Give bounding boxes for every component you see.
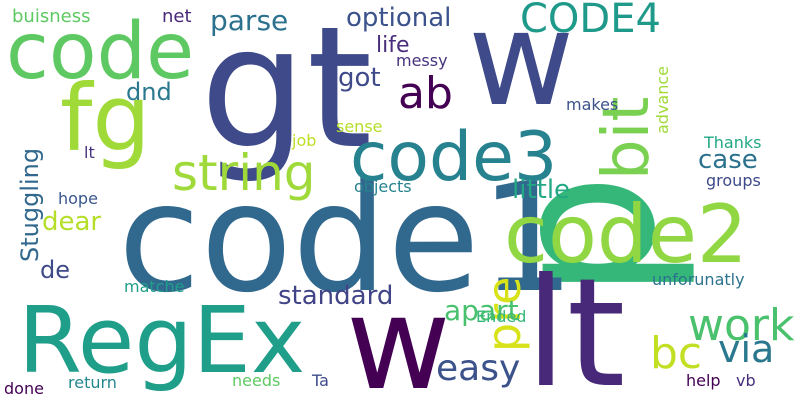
word-lt: lt bbox=[84, 143, 95, 162]
word-ta: Ta bbox=[311, 371, 329, 390]
word-stuggling: Stuggling bbox=[16, 148, 44, 262]
word-optional: optional bbox=[346, 3, 451, 33]
word-makes: makes bbox=[566, 95, 618, 114]
word-dear: dear bbox=[42, 207, 101, 237]
word-standard: standard bbox=[278, 281, 393, 311]
word-net: net bbox=[162, 6, 192, 27]
word-dnd: dnd bbox=[126, 78, 172, 106]
word-unforunatly: unforunatly bbox=[652, 270, 745, 289]
word-help: help bbox=[686, 371, 721, 390]
word-little: little bbox=[512, 175, 570, 205]
word-p: p bbox=[467, 173, 700, 300]
word-groups: groups bbox=[706, 171, 761, 190]
word-needs: needs bbox=[232, 371, 280, 390]
word-code2: code2 bbox=[504, 188, 748, 281]
word-code1: code1 bbox=[118, 152, 575, 326]
word-case: case bbox=[698, 145, 758, 175]
word-string: string bbox=[172, 144, 316, 202]
word-sense: sense bbox=[336, 117, 383, 136]
word-w: w bbox=[468, 0, 574, 135]
word-done: done bbox=[4, 379, 44, 398]
word-fg: fg bbox=[60, 65, 151, 172]
word-thanks: Thanks bbox=[703, 133, 761, 152]
word-gt: gt bbox=[200, 0, 373, 186]
word-ended: Ended bbox=[476, 307, 526, 326]
word-ab: ab bbox=[398, 68, 453, 119]
word-got: got bbox=[338, 63, 381, 93]
word-code4: CODE4 bbox=[520, 0, 661, 42]
word-job: job bbox=[291, 131, 316, 150]
word-work: work bbox=[688, 300, 795, 351]
word-bc: bc bbox=[650, 328, 702, 379]
word-advance: advance bbox=[653, 66, 672, 134]
word-parse: parse bbox=[210, 4, 288, 37]
word-objects: objects bbox=[354, 177, 412, 196]
word-pre: pre bbox=[477, 277, 531, 352]
word-bit: bit bbox=[590, 97, 664, 181]
word-de: de bbox=[40, 256, 70, 284]
word-code: code bbox=[6, 7, 194, 97]
word-vb: vb bbox=[736, 371, 756, 390]
word-regex: RegEx bbox=[18, 287, 305, 394]
word-buisness: buisness bbox=[12, 6, 90, 27]
word-code3: code3 bbox=[350, 118, 557, 197]
word-hope: hope bbox=[58, 189, 98, 208]
word-lt: lt bbox=[525, 247, 626, 400]
word-messy: messy bbox=[396, 51, 448, 70]
word-matche: matche bbox=[124, 277, 184, 296]
word-apart: apart bbox=[444, 294, 519, 327]
word-life: life bbox=[376, 33, 410, 58]
word-via: via bbox=[718, 327, 774, 371]
word-return: return bbox=[68, 373, 117, 392]
word-easy: easy bbox=[436, 348, 520, 389]
word-w: w bbox=[346, 270, 451, 400]
